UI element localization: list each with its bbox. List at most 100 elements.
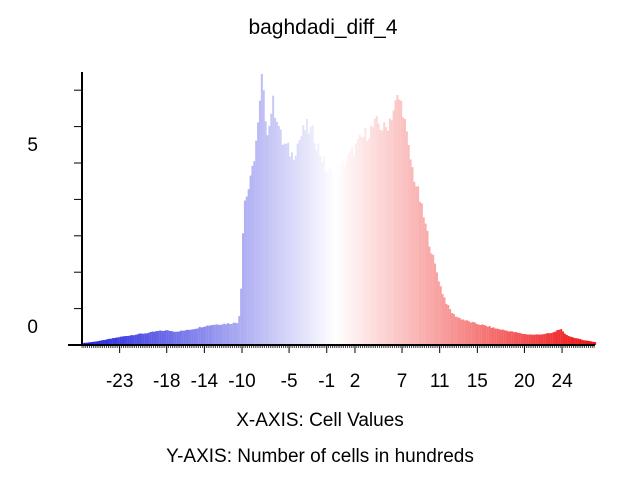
histogram-bar — [238, 316, 241, 345]
histogram-bar — [494, 328, 497, 345]
histogram-bar — [228, 323, 231, 345]
histogram-bar — [473, 322, 476, 345]
histogram-bar — [484, 325, 487, 345]
histogram-bar — [129, 335, 132, 345]
histogram-bar — [424, 223, 427, 345]
histogram-bar — [234, 322, 237, 345]
histogram-bar — [93, 341, 96, 345]
histogram-bar — [339, 162, 342, 345]
histogram-bar — [541, 334, 544, 345]
histogram-bar — [360, 137, 363, 345]
histogram-bar — [569, 336, 572, 345]
histogram-bar — [501, 329, 504, 345]
histogram-bar — [223, 323, 226, 345]
histogram-bar — [460, 319, 463, 345]
histogram-bar — [136, 334, 139, 345]
histogram-bar — [400, 100, 403, 345]
histogram-bar — [562, 331, 565, 345]
histogram-bar — [443, 297, 446, 345]
chart-title: baghdadi_diff_4 — [248, 16, 397, 39]
y-tick-label: 0 — [27, 317, 38, 338]
histogram-bar — [270, 113, 273, 345]
histogram-bar — [336, 165, 339, 345]
histogram-bar — [479, 325, 482, 345]
histogram-bar — [110, 338, 113, 345]
histogram-bar — [108, 338, 111, 345]
histogram-bar — [392, 110, 395, 345]
histogram-bar — [563, 333, 566, 345]
histogram-bar — [100, 340, 103, 345]
histogram-bar — [330, 170, 333, 345]
histogram-bar — [580, 339, 583, 345]
histogram-bar — [577, 338, 580, 345]
histogram-bar — [210, 325, 213, 345]
histogram-bar — [196, 328, 199, 345]
histogram-bar — [281, 144, 284, 345]
histogram-bar — [206, 325, 209, 345]
histogram-bar — [530, 334, 533, 345]
histogram-bar — [255, 140, 258, 345]
histogram-bar — [332, 179, 335, 345]
histogram-bar — [311, 124, 314, 346]
histogram-bar — [535, 334, 538, 345]
x-tick-label: -14 — [191, 371, 219, 392]
histogram-bar — [396, 95, 399, 345]
x-tick-label: -10 — [228, 371, 255, 392]
histogram-bar — [356, 138, 359, 345]
histogram-bar — [594, 342, 597, 345]
histogram-bar — [422, 217, 425, 345]
histogram-bar — [275, 121, 278, 345]
histogram-bar — [161, 330, 164, 345]
histogram-bar — [565, 335, 568, 345]
histogram-bar — [208, 325, 211, 345]
histogram-bar — [537, 334, 540, 345]
histogram-bar — [328, 168, 331, 345]
histogram-bar — [191, 329, 194, 345]
histogram-bar — [313, 143, 316, 345]
histogram-bar — [351, 146, 354, 345]
histogram-bar — [398, 99, 401, 345]
histogram-bar — [115, 337, 118, 345]
histogram-bar — [458, 317, 461, 345]
histogram-bar — [243, 200, 246, 345]
histogram-bar — [138, 333, 141, 345]
histogram-bar — [215, 324, 218, 345]
histogram-bar — [232, 322, 235, 345]
histogram-bar — [347, 153, 350, 345]
histogram-bar — [435, 272, 438, 345]
histogram-bar — [125, 336, 128, 345]
histogram-bar — [413, 181, 416, 345]
histogram-bar — [373, 118, 376, 345]
histogram-bar — [466, 320, 469, 345]
histogram-bar — [349, 151, 352, 345]
histogram-bar — [315, 150, 318, 345]
histogram-bar — [253, 161, 256, 345]
histogram-bar — [586, 340, 589, 345]
histogram-bar — [159, 330, 162, 345]
histogram-bar — [343, 167, 346, 345]
histogram-bar — [149, 331, 152, 345]
histogram-bar — [272, 95, 275, 345]
histogram-bar — [204, 326, 207, 345]
x-axis-label: X-AXIS: Cell Values — [236, 410, 404, 431]
histogram-bar — [452, 313, 455, 345]
histogram-bar — [402, 117, 405, 345]
x-tick-label: 20 — [514, 371, 535, 392]
y-tick-label: 5 — [27, 135, 38, 156]
histogram-bar — [409, 159, 412, 345]
histogram-bar — [304, 130, 307, 345]
histogram-bar — [405, 131, 408, 345]
x-tick-label: -23 — [106, 371, 133, 392]
histogram-bar — [381, 130, 384, 345]
histogram-bar — [172, 331, 175, 345]
histogram-bar — [417, 186, 420, 345]
histogram-bar — [432, 254, 435, 345]
histogram-bar — [127, 335, 130, 345]
histogram-bar — [97, 341, 100, 345]
histogram-bar — [407, 144, 410, 345]
histogram-bar — [321, 162, 324, 345]
x-tick-label: -5 — [281, 371, 298, 392]
histogram-bar — [514, 332, 518, 345]
histogram-bar — [492, 327, 495, 345]
